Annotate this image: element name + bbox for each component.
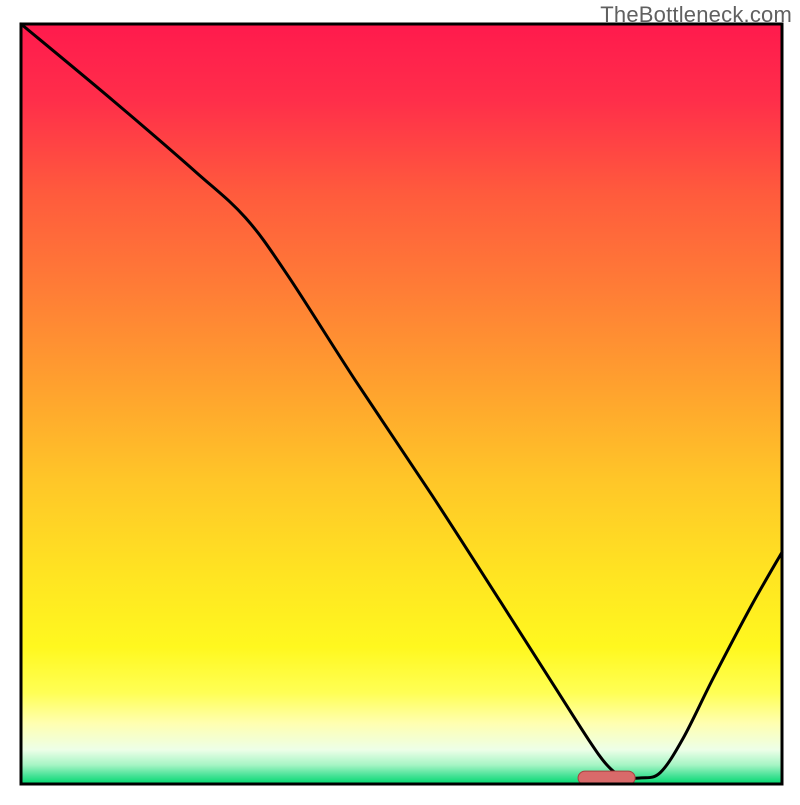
plot-background [21, 24, 782, 784]
watermark-text: TheBottleneck.com [600, 2, 792, 28]
bottleneck-chart [0, 0, 800, 800]
chart-container: TheBottleneck.com [0, 0, 800, 800]
